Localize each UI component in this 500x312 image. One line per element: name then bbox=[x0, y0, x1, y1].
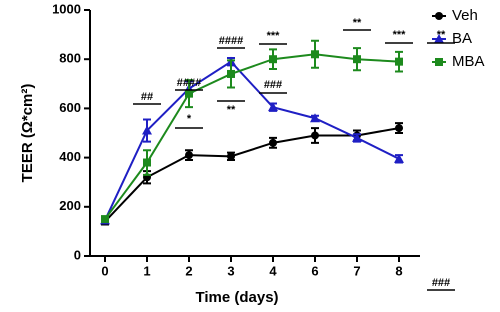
y-tick-label: 800 bbox=[59, 51, 81, 66]
y-tick-label: 200 bbox=[59, 198, 81, 213]
data-point bbox=[353, 55, 361, 64]
x-tick-label: 8 bbox=[395, 263, 402, 278]
legend-label: MBA bbox=[452, 53, 485, 70]
data-point bbox=[142, 125, 152, 135]
annotation: ### bbox=[432, 277, 450, 289]
annotation: ** bbox=[227, 104, 236, 116]
legend-marker bbox=[435, 12, 443, 20]
y-tick-label: 0 bbox=[74, 247, 81, 262]
data-point bbox=[394, 153, 404, 163]
data-point bbox=[352, 132, 362, 142]
data-point bbox=[311, 131, 319, 140]
annotation: ** bbox=[353, 17, 362, 29]
series-line bbox=[104, 60, 400, 221]
data-point bbox=[311, 50, 319, 59]
x-tick-label: 3 bbox=[227, 263, 234, 278]
annotation: ** bbox=[437, 29, 446, 41]
y-tick-label: 600 bbox=[59, 100, 81, 115]
data-point bbox=[310, 113, 320, 123]
x-tick-label: 4 bbox=[269, 263, 277, 278]
annotation: #### bbox=[219, 35, 243, 47]
x-axis-label: Time (days) bbox=[195, 289, 278, 306]
legend-marker bbox=[435, 58, 443, 66]
data-point bbox=[227, 152, 235, 161]
data-point bbox=[185, 151, 193, 160]
data-point bbox=[143, 158, 151, 167]
data-point bbox=[101, 215, 109, 224]
data-point bbox=[395, 124, 403, 133]
series-line bbox=[104, 53, 400, 220]
y-axis-label: TEER (Ω*cm²) bbox=[19, 84, 36, 183]
x-tick-label: 0 bbox=[101, 263, 108, 278]
data-point bbox=[269, 138, 277, 147]
legend-label: BA bbox=[452, 30, 472, 47]
x-tick-label: 2 bbox=[185, 263, 192, 278]
annotation: #### bbox=[177, 77, 201, 89]
data-point bbox=[227, 69, 235, 78]
annotation: * bbox=[187, 113, 192, 125]
y-tick-label: 400 bbox=[59, 149, 81, 164]
x-tick-label: 1 bbox=[143, 263, 150, 278]
x-tick-label: 7 bbox=[353, 263, 360, 278]
annotation: *** bbox=[267, 30, 281, 42]
data-point bbox=[269, 55, 277, 64]
legend-label: Veh bbox=[452, 7, 478, 24]
data-point bbox=[268, 102, 278, 112]
annotation: ### bbox=[264, 79, 282, 91]
data-point bbox=[185, 89, 193, 98]
legend-marker bbox=[434, 34, 444, 43]
y-tick-label: 1000 bbox=[52, 1, 81, 16]
annotation: ## bbox=[141, 91, 153, 103]
data-point bbox=[395, 57, 403, 66]
x-tick-label: 6 bbox=[311, 263, 318, 278]
annotation: *** bbox=[393, 29, 407, 41]
